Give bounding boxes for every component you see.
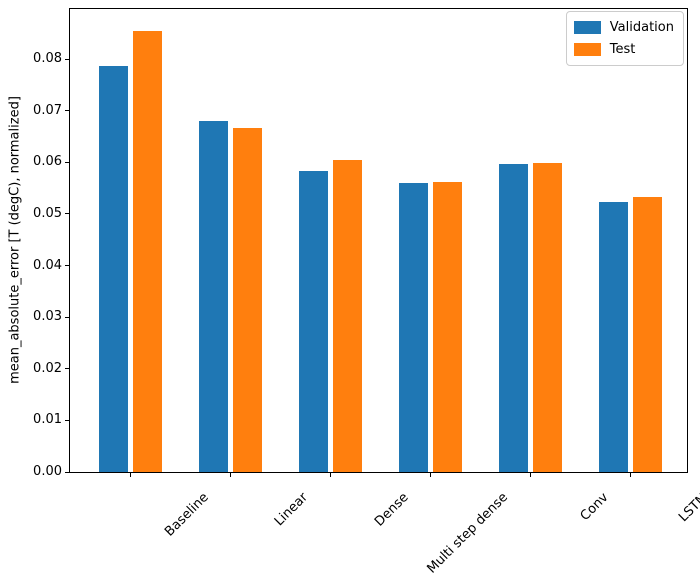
- legend-label-test: Test: [609, 42, 636, 57]
- bar-validation-baseline: [99, 66, 129, 472]
- y-tick-mark: [65, 368, 69, 370]
- y-tick-mark: [65, 161, 69, 163]
- legend-entry-test: Test: [573, 40, 674, 59]
- legend: Validation Test: [565, 11, 684, 66]
- y-tick-mark: [65, 471, 69, 473]
- y-tick-label: 0.02: [33, 360, 62, 376]
- x-tick-mark: [130, 473, 132, 477]
- bar-test-lstm: [633, 196, 663, 472]
- y-tick-label: 0.06: [33, 154, 62, 170]
- y-tick-label: 0.04: [33, 257, 62, 273]
- y-tick-label: 0.07: [33, 102, 62, 118]
- bar-test-multi-step-dense: [433, 181, 463, 472]
- y-axis-title: mean_absolute_error [T (degC), normalize…: [7, 96, 23, 384]
- bar-validation-multi-step-dense: [399, 183, 429, 472]
- y-tick-label: 0.03: [33, 309, 62, 325]
- bar-test-conv: [533, 163, 563, 472]
- x-tick-label-dense: Dense: [371, 490, 412, 530]
- y-tick-mark: [65, 110, 69, 112]
- x-tick-mark: [530, 473, 532, 477]
- y-tick-mark: [65, 58, 69, 60]
- bar-validation-dense: [299, 170, 329, 472]
- bar-test-linear: [233, 128, 263, 472]
- y-tick-label: 0.08: [33, 51, 62, 67]
- test-color-swatch: [573, 43, 601, 56]
- x-tick-mark: [630, 473, 632, 477]
- bar-test-dense: [333, 159, 363, 472]
- x-tick-label-lstm: LSTM: [676, 490, 700, 526]
- bar-validation-lstm: [599, 201, 629, 472]
- bar-validation-linear: [199, 120, 229, 472]
- y-tick-label: 0.00: [33, 464, 62, 479]
- y-tick-label: 0.05: [33, 205, 62, 221]
- x-tick-mark: [230, 473, 232, 477]
- y-tick-mark: [65, 316, 69, 318]
- x-tick-label-conv: Conv: [577, 490, 612, 524]
- legend-label-validation: Validation: [609, 20, 674, 35]
- validation-color-swatch: [573, 21, 601, 34]
- y-tick-label: 0.01: [33, 412, 62, 428]
- y-tick-mark: [65, 419, 69, 421]
- x-tick-label-multi-step-dense: Multi step dense: [424, 490, 512, 577]
- x-tick-label-linear: Linear: [272, 490, 312, 530]
- legend-entry-validation: Validation: [573, 18, 674, 37]
- x-tick-mark: [430, 473, 432, 477]
- bar-validation-conv: [499, 163, 529, 472]
- bar-test-baseline: [133, 30, 163, 472]
- x-axis-labels: Baseline Linear Dense Multi step dense Conv L…: [140, 482, 700, 582]
- x-tick-label-baseline: Baseline: [161, 490, 212, 540]
- plot-area: Validation Test Baseline Linear Dense Multi…: [69, 8, 700, 577]
- x-tick-mark: [330, 473, 332, 477]
- y-tick-mark: [65, 265, 69, 267]
- y-tick-mark: [65, 213, 69, 215]
